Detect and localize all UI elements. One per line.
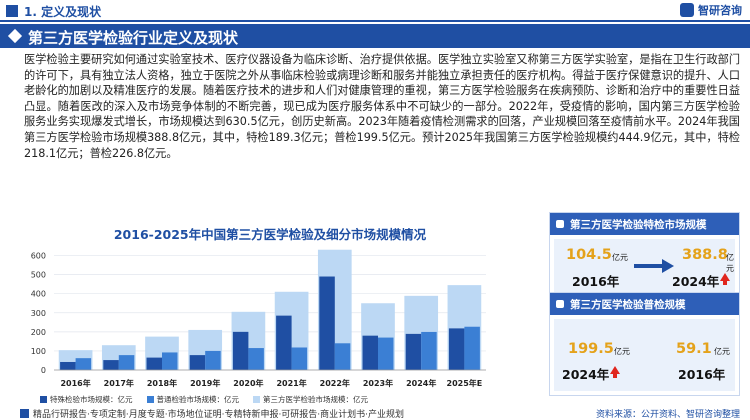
panel-header: 第三方医学检验普检规模 <box>550 293 739 315</box>
diamond-icon <box>7 28 23 44</box>
legend-item-total: 第三方医学检验市场规模：亿元 <box>253 394 368 405</box>
general-market-panel: 第三方医学检验普检规模 199.5 亿元 2024年 59.1 亿元 2016年 <box>549 292 740 396</box>
top-bar: 1. 定义及现状 智研咨询 <box>0 0 750 22</box>
year-right: 2024年 <box>672 274 720 289</box>
bar-special <box>189 355 206 370</box>
footer-source: 资料来源：公开资料、智研咨询整理 <box>595 410 740 420</box>
intro-paragraph: 医学检验主要研究如何通过实验室技术、医疗仪器设备为临床诊断、治疗提供依据。医学独… <box>24 53 741 160</box>
value-right: 388.8 <box>682 247 728 263</box>
legend-label: 第三方医学检验市场规模：亿元 <box>263 395 368 404</box>
bar-general <box>291 347 308 370</box>
panel-header: 第三方医学检验特检市场规模 <box>550 213 739 235</box>
market-size-chart: 0 100 200 300 400 500 600 2016年 2017年 2018年 2019年 2… <box>31 249 486 388</box>
legend-label: 特殊检验市场规模：亿元 <box>50 395 133 404</box>
y-tick-label: 200 <box>31 328 46 337</box>
bar-general <box>118 355 135 370</box>
panel-bullet-icon <box>556 300 564 308</box>
x-tick-label: 2018年 <box>147 378 177 388</box>
panel-title: 第三方医学检验普检规模 <box>570 299 686 311</box>
panel-bullet-icon <box>556 220 564 228</box>
up-arrow-icon <box>610 366 620 378</box>
bar-general <box>334 343 351 370</box>
bar-special <box>60 361 76 370</box>
x-tick-label: 2017年 <box>104 378 134 388</box>
x-tick-label: 2025年E <box>447 378 483 388</box>
x-tick-label: 2021年 <box>276 378 306 388</box>
bar-special <box>103 360 119 370</box>
arrow-right-icon <box>634 259 674 273</box>
up-arrow-icon <box>720 273 730 285</box>
logo-text: 智研咨询 <box>698 4 742 17</box>
y-tick-label: 600 <box>31 252 46 261</box>
bar-special <box>276 315 292 370</box>
logo-icon <box>680 3 694 17</box>
value-left: 104.5 <box>566 247 612 263</box>
legend-item-general: 普通检验市场规模：亿元 <box>146 394 240 405</box>
legend-swatch <box>40 396 47 403</box>
year-left: 2024年 <box>562 367 610 382</box>
bar-general <box>248 348 264 370</box>
section-marker-icon <box>6 5 18 17</box>
year-right: 2016年 <box>678 367 726 382</box>
divider <box>0 20 750 22</box>
y-tick-label: 500 <box>31 271 46 280</box>
y-tick-label: 100 <box>31 347 46 356</box>
footer-services: 精品行研报告·专项定制·月度专题·市场地位证明·专精特新申报·可研报告·商业计划… <box>20 407 404 420</box>
bar-special <box>362 335 378 370</box>
footer-services-text: 精品行研报告·专项定制·月度专题·市场地位证明·专精特新申报·可研报告·商业计划… <box>33 410 405 420</box>
legend-swatch <box>146 396 154 403</box>
y-tick-label: 400 <box>31 290 46 299</box>
unit-right: 亿元 <box>726 253 734 273</box>
x-tick-label: 2022年 <box>320 378 350 388</box>
bar-general <box>378 337 394 370</box>
legend-item-special: 特殊检验市场规模：亿元 <box>40 394 133 405</box>
x-tick-label: 2016年 <box>60 378 90 388</box>
bar-general <box>75 358 92 370</box>
bar-special <box>319 276 335 370</box>
bar-special <box>146 357 162 370</box>
bar-general <box>421 331 437 370</box>
bar-special <box>448 328 465 370</box>
unit-left: 亿元 <box>612 253 628 262</box>
footer-icon <box>20 409 29 418</box>
chart-legend: 特殊检验市场规模：亿元 普通检验市场规模：亿元 第三方医学检验市场规模：亿元 <box>40 394 368 405</box>
bar-general <box>464 326 480 370</box>
brand-logo: 智研咨询 <box>680 2 742 18</box>
legend-swatch <box>253 396 260 403</box>
section-title: 1. 定义及现状 <box>24 5 102 19</box>
unit-left: 亿元 <box>614 347 630 356</box>
legend-label: 普通检验市场规模：亿元 <box>156 395 240 404</box>
panel-title: 第三方医学检验特检市场规模 <box>570 219 707 231</box>
x-tick-label: 2023年 <box>363 378 393 388</box>
x-tick-label: 2024年 <box>406 378 436 388</box>
page-banner: 第三方医学检验行业定义及现状 <box>0 24 750 48</box>
bar-special <box>405 333 422 370</box>
y-tick-label: 0 <box>41 366 46 375</box>
page-title: 第三方医学检验行业定义及现状 <box>28 29 239 47</box>
y-tick-label: 300 <box>31 309 46 318</box>
value-left: 199.5 <box>568 341 614 357</box>
value-right: 59.1 <box>676 341 712 357</box>
chart-title: 2016-2025年中国第三方医学检验及细分市场规模情况 <box>113 227 427 242</box>
x-tick-label: 2019年 <box>190 378 220 388</box>
panel-body: 199.5 亿元 2024年 59.1 亿元 2016年 <box>554 319 735 391</box>
bar-general <box>205 350 221 370</box>
year-left: 2016年 <box>572 274 620 289</box>
bar-special <box>232 331 249 370</box>
x-tick-label: 2020年 <box>233 378 263 388</box>
unit-right: 亿元 <box>714 347 730 356</box>
bar-general <box>162 352 178 370</box>
